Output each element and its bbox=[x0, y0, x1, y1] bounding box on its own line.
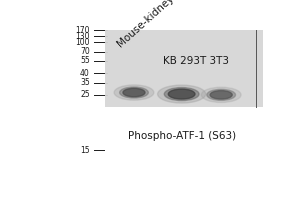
Text: 130: 130 bbox=[75, 32, 90, 41]
Text: 55: 55 bbox=[80, 56, 90, 65]
Ellipse shape bbox=[201, 87, 241, 102]
Ellipse shape bbox=[164, 88, 199, 101]
Ellipse shape bbox=[158, 85, 206, 103]
Text: 100: 100 bbox=[75, 38, 90, 47]
Text: 170: 170 bbox=[75, 26, 90, 35]
Text: KB 293T 3T3: KB 293T 3T3 bbox=[163, 56, 229, 66]
Text: 40: 40 bbox=[80, 69, 90, 78]
Ellipse shape bbox=[123, 88, 145, 97]
Text: 25: 25 bbox=[80, 90, 90, 99]
Ellipse shape bbox=[207, 89, 236, 100]
Text: 70: 70 bbox=[80, 47, 90, 56]
Bar bbox=[105, 30, 263, 107]
Text: Phospho-ATF-1 (S63): Phospho-ATF-1 (S63) bbox=[128, 131, 236, 141]
Ellipse shape bbox=[168, 89, 195, 99]
Text: 15: 15 bbox=[80, 146, 90, 155]
Ellipse shape bbox=[114, 85, 154, 100]
Ellipse shape bbox=[210, 91, 232, 99]
Text: 35: 35 bbox=[80, 78, 90, 87]
Ellipse shape bbox=[120, 87, 148, 98]
Text: Mouse-kidney: Mouse-kidney bbox=[116, 0, 176, 49]
